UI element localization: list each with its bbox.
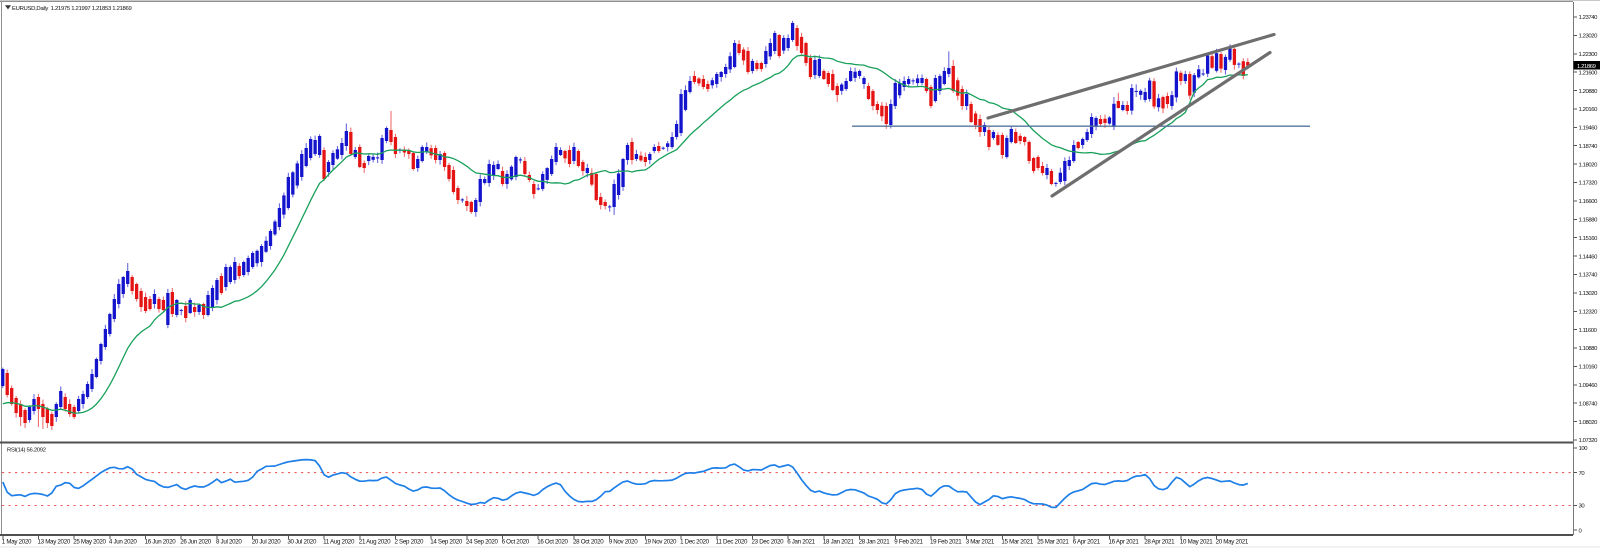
- svg-text:16 Jun 2020: 16 Jun 2020: [145, 539, 177, 546]
- svg-text:1.18740: 1.18740: [1579, 144, 1599, 150]
- svg-text:19 Feb 2021: 19 Feb 2021: [930, 539, 962, 546]
- svg-text:25 Mar 2021: 25 Mar 2021: [1037, 539, 1069, 546]
- svg-text:28 Apr 2021: 28 Apr 2021: [1144, 539, 1175, 546]
- svg-text:1.17320: 1.17320: [1579, 181, 1599, 187]
- svg-text:8 Jul 2020: 8 Jul 2020: [216, 539, 242, 546]
- svg-text:25 May 2020: 25 May 2020: [73, 539, 106, 546]
- svg-text:1.21869: 1.21869: [1577, 64, 1596, 70]
- svg-text:1.16600: 1.16600: [1579, 199, 1599, 205]
- svg-text:30 Jul 2020: 30 Jul 2020: [287, 539, 317, 546]
- svg-text:1.08740: 1.08740: [1579, 401, 1599, 407]
- svg-text:1.10160: 1.10160: [1579, 365, 1599, 371]
- svg-text:2 Sep 2020: 2 Sep 2020: [395, 539, 425, 546]
- svg-text:1.10880: 1.10880: [1579, 346, 1599, 352]
- svg-text:1 May 2020: 1 May 2020: [2, 539, 32, 546]
- svg-text:16 Oct 2020: 16 Oct 2020: [537, 539, 568, 546]
- svg-text:RSI(14) 56.2092: RSI(14) 56.2092: [7, 448, 46, 454]
- svg-text:9 Feb 2021: 9 Feb 2021: [894, 539, 923, 546]
- svg-text:10 May 2021: 10 May 2021: [1180, 539, 1213, 546]
- svg-text:6 Apr 2021: 6 Apr 2021: [1073, 539, 1101, 546]
- svg-text:1.15880: 1.15880: [1579, 218, 1599, 224]
- svg-text:28 Jan 2021: 28 Jan 2021: [859, 539, 891, 546]
- svg-text:70: 70: [1579, 471, 1586, 477]
- svg-text:13 May 2020: 13 May 2020: [38, 539, 71, 546]
- svg-text:6 Oct 2020: 6 Oct 2020: [502, 539, 530, 546]
- svg-text:1.09460: 1.09460: [1579, 383, 1599, 389]
- svg-text:4 Jun 2020: 4 Jun 2020: [109, 539, 137, 546]
- svg-text:9 Nov 2020: 9 Nov 2020: [609, 539, 639, 546]
- svg-text:11 Aug 2020: 11 Aug 2020: [323, 539, 355, 546]
- svg-text:15 Mar 2021: 15 Mar 2021: [1001, 539, 1033, 546]
- svg-text:14 Sep 2020: 14 Sep 2020: [430, 539, 463, 546]
- svg-text:1.13020: 1.13020: [1579, 291, 1599, 297]
- svg-text:1.18020: 1.18020: [1579, 162, 1599, 168]
- svg-text:26 Jun 2020: 26 Jun 2020: [180, 539, 212, 546]
- svg-text:1.07320: 1.07320: [1579, 438, 1599, 444]
- svg-text:18 Jan 2021: 18 Jan 2021: [823, 539, 855, 546]
- svg-text:16 Apr 2021: 16 Apr 2021: [1109, 539, 1140, 546]
- svg-text:1.11600: 1.11600: [1579, 328, 1598, 334]
- svg-text:1.14460: 1.14460: [1579, 254, 1599, 260]
- svg-text:1.23020: 1.23020: [1579, 34, 1599, 40]
- svg-text:3 Mar 2021: 3 Mar 2021: [966, 539, 995, 546]
- svg-text:21 Aug 2020: 21 Aug 2020: [359, 539, 391, 546]
- svg-text:30: 30: [1579, 504, 1586, 510]
- svg-text:1.22300: 1.22300: [1579, 52, 1599, 58]
- svg-text:23 Dec 2020: 23 Dec 2020: [752, 539, 785, 546]
- svg-text:11 Dec 2020: 11 Dec 2020: [716, 539, 748, 546]
- svg-text:100: 100: [1579, 446, 1589, 452]
- svg-text:6 Jan 2021: 6 Jan 2021: [787, 539, 815, 546]
- svg-text:19 Nov 2020: 19 Nov 2020: [644, 539, 677, 546]
- svg-text:0: 0: [1579, 528, 1583, 534]
- svg-text:1.21600: 1.21600: [1579, 70, 1599, 76]
- svg-text:1.15160: 1.15160: [1579, 236, 1599, 242]
- svg-text:1.12320: 1.12320: [1579, 310, 1599, 316]
- svg-text:1.23740: 1.23740: [1579, 15, 1599, 21]
- svg-text:20 Jul 2020: 20 Jul 2020: [252, 539, 282, 546]
- svg-text:1.20880: 1.20880: [1579, 89, 1599, 95]
- svg-text:1.13740: 1.13740: [1579, 273, 1599, 279]
- svg-text:28 Oct 2020: 28 Oct 2020: [573, 539, 604, 546]
- svg-text:20 May 2021: 20 May 2021: [1216, 539, 1249, 546]
- svg-text:1.19460: 1.19460: [1579, 126, 1599, 132]
- svg-text:1.20160: 1.20160: [1579, 107, 1599, 113]
- svg-text:24 Sep 2020: 24 Sep 2020: [466, 539, 499, 546]
- svg-text:EURUSD,Daily 1.21975 1.21997: EURUSD,Daily 1.21975 1.21997 1.21853 1.2…: [12, 6, 131, 12]
- svg-text:1 Dec 2020: 1 Dec 2020: [680, 539, 710, 546]
- svg-text:1.08020: 1.08020: [1579, 420, 1599, 426]
